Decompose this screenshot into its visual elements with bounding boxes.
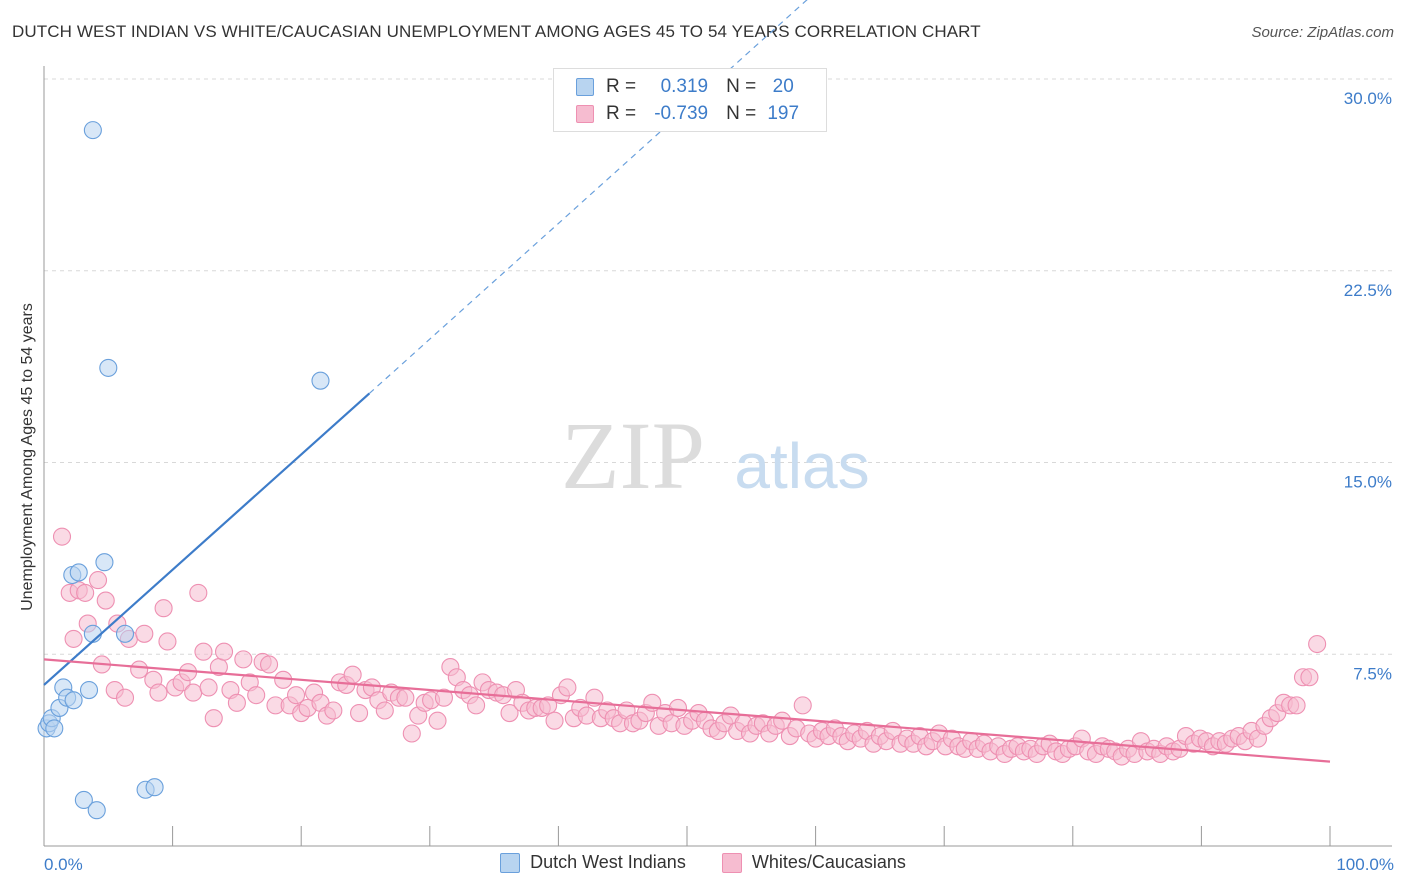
white-caucasian-point <box>135 624 154 643</box>
dutch-west-indian-point <box>83 121 102 140</box>
dutch-west-indian-point <box>99 358 118 377</box>
white-caucasian-point <box>1300 668 1319 687</box>
white-caucasian-point <box>189 583 208 602</box>
dutch-west-indian-point <box>87 801 106 820</box>
y-tick-label: 15.0% <box>1344 473 1392 492</box>
legend-row-white: R = -0.739 N = 197 <box>576 102 800 126</box>
dutch-west-indian-point <box>74 790 93 810</box>
white-caucasian-point <box>115 688 135 707</box>
white-caucasian-point <box>402 724 421 743</box>
axis-layer <box>43 66 1392 847</box>
white-caucasian-point <box>199 678 218 697</box>
white-caucasian-point <box>227 693 246 712</box>
legend-swatch-pink <box>576 105 594 123</box>
series-legend-label: Dutch West Indians <box>530 852 686 872</box>
white-caucasian-point <box>234 650 253 669</box>
x-tick-label: 0.0% <box>44 855 83 874</box>
white-caucasian-point <box>154 599 173 618</box>
white-caucasian-point <box>76 583 95 602</box>
tick-label-layer: 7.5% 15.0% 22.5% 30.0% 0.0% 100.0% <box>44 89 1394 874</box>
series-legend-item-white: Whites/Caucasians <box>721 852 906 873</box>
white-caucasian-point <box>259 655 279 674</box>
chart-title: DUTCH WEST INDIAN VS WHITE/CAUCASIAN UNE… <box>12 22 981 41</box>
white-caucasian-point <box>96 591 115 610</box>
watermark-zip: ZIP <box>561 402 705 509</box>
white-caucasian-point <box>428 711 447 730</box>
white-caucasian-point <box>158 632 177 651</box>
dutch-west-indian-point <box>69 563 88 582</box>
legend-r-value: -0.739 <box>654 103 709 124</box>
y-tick-label: 30.0% <box>1344 89 1392 108</box>
dutch-west-indian-point <box>95 553 114 572</box>
legend-n-label: N = <box>726 103 757 124</box>
white-caucasian-point <box>324 701 343 720</box>
white-caucasian-point <box>539 696 558 715</box>
dutch-west-indian-point <box>79 680 99 700</box>
trend-layer <box>43 0 1331 763</box>
legend-r-label: R = <box>606 76 637 97</box>
dutch-west-indian-point <box>115 624 135 643</box>
series-legend-item-dutch: Dutch West Indians <box>500 852 686 873</box>
white-caucasian-point <box>434 688 453 707</box>
white-caucasian-point <box>64 629 83 648</box>
white-caucasian-point <box>88 571 108 590</box>
white-caucasian-point <box>130 660 149 679</box>
series-legend-label: Whites/Caucasians <box>751 852 906 872</box>
dutch-west-indian-point <box>145 778 164 797</box>
white-caucasian-point <box>1308 634 1327 654</box>
white-caucasian-point <box>558 678 577 697</box>
white-caucasian-point <box>184 683 203 702</box>
white-caucasian-point <box>375 701 394 720</box>
watermark-atlas: atlas <box>734 430 869 502</box>
series-swatch-pink <box>721 852 742 873</box>
dutch-trend-line <box>43 392 371 686</box>
y-tick-label: 22.5% <box>1344 281 1392 300</box>
white-caucasian-point <box>214 642 234 661</box>
legend-swatch-blue <box>576 78 594 96</box>
legend-r-value: 0.319 <box>660 76 709 97</box>
source-label: Source: ZipAtlas.com <box>1251 24 1394 41</box>
white-caucasian-point <box>149 683 168 702</box>
white-caucasian-point <box>793 696 812 715</box>
white-caucasian-point <box>247 686 266 705</box>
white-caucasian-point <box>396 688 415 707</box>
white-caucasian-point <box>52 527 72 546</box>
legend-row-dutch: R = 0.319 N = 20 <box>576 75 800 99</box>
white-caucasian-point <box>668 698 688 717</box>
y-tick-label: 7.5% <box>1353 664 1392 683</box>
series-legend: Dutch West Indians Whites/Caucasians <box>0 852 1406 873</box>
white-trend-line <box>43 658 1331 763</box>
series-swatch-blue <box>500 852 521 873</box>
white-caucasian-point <box>500 704 519 723</box>
dutch-trend-extension <box>368 0 808 394</box>
white-caucasian-point <box>204 709 223 728</box>
white-caucasian-point <box>287 686 306 705</box>
grid-layer <box>44 78 1392 655</box>
dutch-west-indian-point <box>311 371 330 390</box>
x-tick-label: 100.0% <box>1336 855 1394 874</box>
dutch-west-indian-point <box>64 691 83 710</box>
correlation-legend: R = 0.319 N = 20 R = -0.739 N = 197 <box>553 68 827 132</box>
white-caucasian-point <box>350 704 369 723</box>
dutch-west-indian-point <box>45 719 64 738</box>
legend-n-value: 197 <box>767 103 800 124</box>
legend-r-label: R = <box>606 103 637 124</box>
white-caucasian-point <box>1287 696 1306 715</box>
white-caucasian-point <box>773 711 792 730</box>
white-caucasian-point <box>545 711 564 730</box>
white-caucasian-point <box>343 665 362 684</box>
watermark: ZIP atlas <box>561 402 870 509</box>
legend-n-label: N = <box>726 76 757 97</box>
white-caucasian-point <box>467 696 486 715</box>
white-caucasian-point <box>194 642 213 661</box>
legend-n-value: 20 <box>772 76 794 97</box>
